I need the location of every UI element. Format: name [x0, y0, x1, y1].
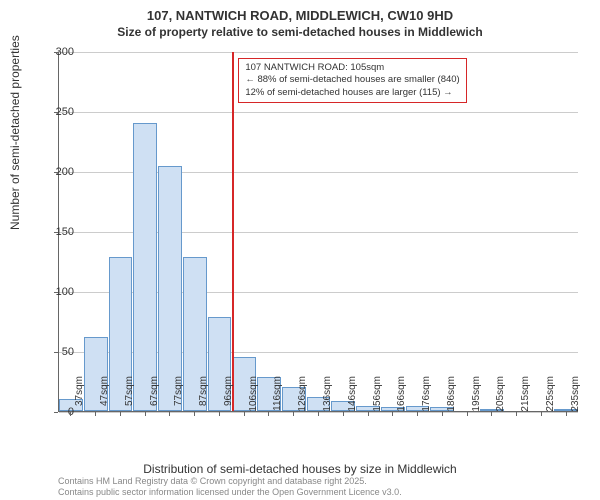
xtick-mark: [293, 412, 294, 416]
xtick-mark: [442, 412, 443, 416]
footer-line1: Contains HM Land Registry data © Crown c…: [58, 476, 402, 487]
y-axis-label: Number of semi-detached properties: [8, 35, 22, 230]
ytick-mark: [54, 412, 58, 413]
histogram-bar: [133, 123, 157, 411]
chart-title-line2: Size of property relative to semi-detach…: [0, 23, 600, 39]
xtick-mark: [194, 412, 195, 416]
xtick-mark: [145, 412, 146, 416]
ytick-label: 200: [44, 166, 74, 178]
chart-title-line1: 107, NANTWICH ROAD, MIDDLEWICH, CW10 9HD: [0, 0, 600, 23]
ytick-label: 100: [44, 286, 74, 298]
xtick-mark: [368, 412, 369, 416]
xtick-label: 77sqm: [173, 376, 184, 416]
xtick-mark: [95, 412, 96, 416]
ytick-mark: [54, 172, 58, 173]
xtick-label: 176sqm: [421, 376, 432, 416]
xtick-mark: [392, 412, 393, 416]
ytick-mark: [54, 112, 58, 113]
xtick-mark: [268, 412, 269, 416]
ytick-mark: [54, 352, 58, 353]
xtick-label: 37sqm: [74, 376, 85, 416]
gridline: [59, 52, 578, 53]
x-axis-label: Distribution of semi-detached houses by …: [0, 462, 600, 476]
ytick-mark: [54, 52, 58, 53]
xtick-label: 235sqm: [570, 376, 581, 416]
xtick-label: 186sqm: [446, 376, 457, 416]
xtick-label: 136sqm: [322, 376, 333, 416]
ytick-label: 50: [44, 346, 74, 358]
xtick-label: 106sqm: [248, 376, 259, 416]
xtick-label: 166sqm: [396, 376, 407, 416]
ytick-label: 300: [44, 46, 74, 58]
xtick-label: 87sqm: [198, 376, 209, 416]
xtick-label: 57sqm: [124, 376, 135, 416]
gridline: [59, 112, 578, 113]
xtick-mark: [219, 412, 220, 416]
xtick-mark: [516, 412, 517, 416]
xtick-mark: [169, 412, 170, 416]
xtick-label: 96sqm: [223, 376, 234, 416]
xtick-mark: [120, 412, 121, 416]
xtick-label: 67sqm: [149, 376, 160, 416]
xtick-label: 126sqm: [297, 376, 308, 416]
footer-line2: Contains public sector information licen…: [58, 487, 402, 498]
xtick-label: 215sqm: [520, 376, 531, 416]
xtick-label: 195sqm: [471, 376, 482, 416]
annotation-line: 12% of semi-detached houses are larger (…: [245, 87, 459, 99]
xtick-mark: [70, 412, 71, 416]
reference-line: [232, 52, 234, 411]
xtick-mark: [343, 412, 344, 416]
annotation-line: ← 88% of semi-detached houses are smalle…: [245, 74, 459, 86]
xtick-label: 156sqm: [372, 376, 383, 416]
annotation-box: 107 NANTWICH ROAD: 105sqm← 88% of semi-d…: [238, 58, 466, 103]
xtick-mark: [491, 412, 492, 416]
ytick-label: 250: [44, 106, 74, 118]
xtick-mark: [244, 412, 245, 416]
xtick-label: 225sqm: [545, 376, 556, 416]
xtick-mark: [417, 412, 418, 416]
histogram-bar: [158, 166, 182, 411]
footer-attribution: Contains HM Land Registry data © Crown c…: [58, 476, 402, 498]
ytick-mark: [54, 292, 58, 293]
ytick-label: 150: [44, 226, 74, 238]
chart-plot-area: 107 NANTWICH ROAD: 105sqm← 88% of semi-d…: [58, 52, 578, 412]
ytick-mark: [54, 232, 58, 233]
xtick-mark: [541, 412, 542, 416]
annotation-line: 107 NANTWICH ROAD: 105sqm: [245, 62, 459, 74]
xtick-label: 205sqm: [495, 376, 506, 416]
xtick-label: 146sqm: [347, 376, 358, 416]
xtick-label: 47sqm: [99, 376, 110, 416]
xtick-mark: [467, 412, 468, 416]
xtick-mark: [318, 412, 319, 416]
xtick-label: 116sqm: [272, 376, 283, 416]
xtick-mark: [566, 412, 567, 416]
